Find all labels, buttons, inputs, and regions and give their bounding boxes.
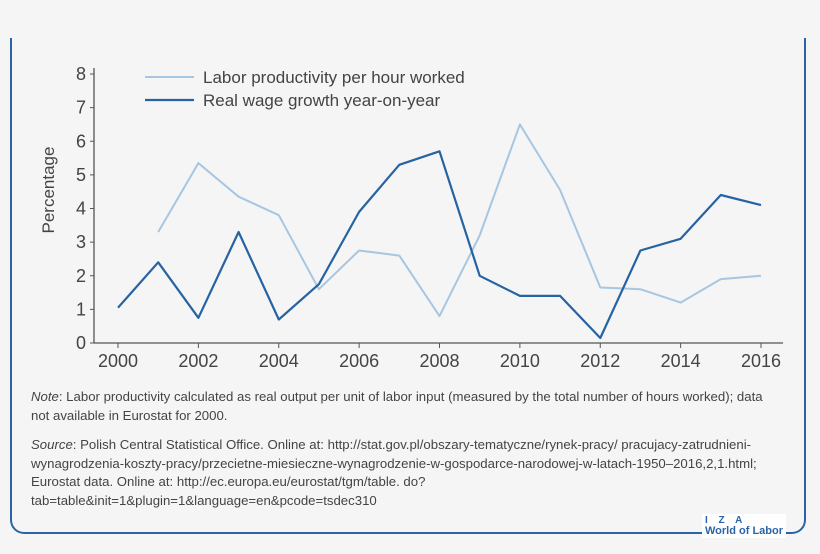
logo-line1: I Z A — [705, 515, 747, 526]
x-tick-label: 2004 — [259, 351, 299, 371]
y-tick-label: 7 — [76, 98, 86, 118]
chart-note: Note: Labor productivity calculated as r… — [31, 388, 771, 425]
y-tick-label: 4 — [76, 199, 86, 219]
y-axis-label: Percentage — [39, 147, 58, 234]
y-tick-label: 8 — [76, 64, 86, 84]
y-tick-label: 5 — [76, 165, 86, 185]
x-tick-label: 2012 — [580, 351, 620, 371]
source-text: : Polish Central Statistical Office. Onl… — [31, 437, 757, 508]
y-tick-label: 1 — [76, 299, 86, 319]
iza-logo: I Z A World of Labor — [702, 514, 787, 538]
x-tick-label: 2000 — [98, 351, 138, 371]
note-text: : Labor productivity calculated as real … — [31, 389, 763, 423]
x-tick-label: 2008 — [419, 351, 459, 371]
source-label: Source — [31, 437, 73, 452]
legend-label: Real wage growth year-on-year — [203, 91, 441, 110]
logo-line2: World of Labor — [705, 525, 784, 537]
y-tick-label: 6 — [76, 131, 86, 151]
legend-label: Labor productivity per hour worked — [203, 68, 465, 87]
y-tick-label: 0 — [76, 333, 86, 353]
x-tick-label: 2002 — [178, 351, 218, 371]
note-label: Note — [31, 389, 59, 404]
line-chart: 0 1 2 3 4 5 6 7 8 2000 2002 2004 2006 2008 2010 2012 201… — [39, 64, 783, 371]
x-tick-label: 2016 — [741, 351, 781, 371]
series-line-productivity — [157, 123, 762, 318]
y-tick-label: 2 — [76, 266, 86, 286]
x-tick-label: 2006 — [339, 351, 379, 371]
x-tick-label: 2010 — [500, 351, 540, 371]
chart-source: Source: Polish Central Statistical Offic… — [31, 436, 771, 510]
y-tick-label: 3 — [76, 232, 86, 252]
figure-frame — [10, 38, 806, 534]
series-line-real-wage — [117, 150, 762, 340]
x-tick-label: 2014 — [661, 351, 701, 371]
